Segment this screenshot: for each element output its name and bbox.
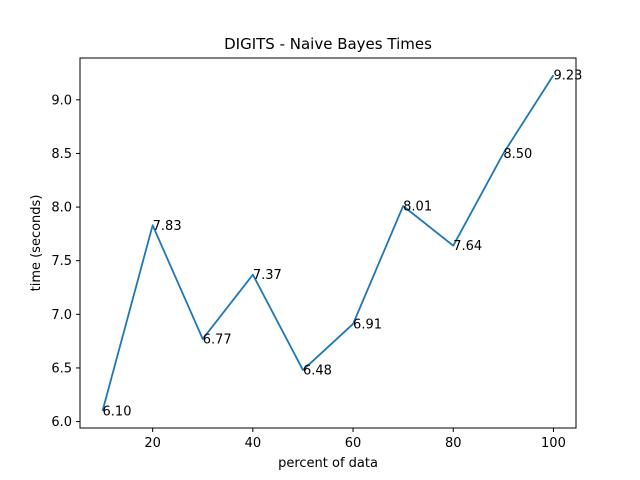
y-axis: 6.0 6.5 7.0 7.5 8.0 8.5 9.0 [51,93,80,430]
series-line [101,74,555,412]
x-tick-label: 20 [144,436,161,451]
x-axis: 20 40 60 80 100 [144,428,566,451]
x-axis-label: percent of data [278,456,378,471]
data-label: 9.23 [553,69,582,84]
y-axis-label: time (seconds) [29,195,44,292]
chart-title: DIGITS - Naive Bayes Times [224,35,432,53]
data-label: 6.10 [103,404,132,419]
data-label: 7.64 [453,239,482,254]
x-tick-label: 100 [541,436,566,451]
y-tick-label: 9.0 [51,93,72,108]
y-tick-label: 6.0 [51,415,72,430]
data-label: 8.01 [403,200,432,215]
x-tick-label: 80 [445,436,462,451]
y-tick-label: 6.5 [51,361,72,376]
x-tick-label: 60 [345,436,362,451]
data-label: 6.77 [203,332,232,347]
data-label: 7.37 [253,268,282,283]
plot-area-frame [79,57,577,429]
series-layer [101,74,555,412]
y-tick-label: 7.5 [51,254,72,269]
data-label: 7.83 [153,219,182,234]
y-tick-label: 8.0 [51,201,72,216]
y-tick-label: 8.5 [51,147,72,162]
x-tick-label: 40 [245,436,262,451]
data-label: 8.50 [503,147,532,162]
data-label: 6.48 [303,364,332,379]
data-label: 6.91 [353,317,382,332]
data-labels: 6.10 7.83 6.77 7.37 6.48 6.91 8.01 7.64 8.50 9.23 [103,69,583,420]
y-tick-label: 7.0 [51,308,72,323]
